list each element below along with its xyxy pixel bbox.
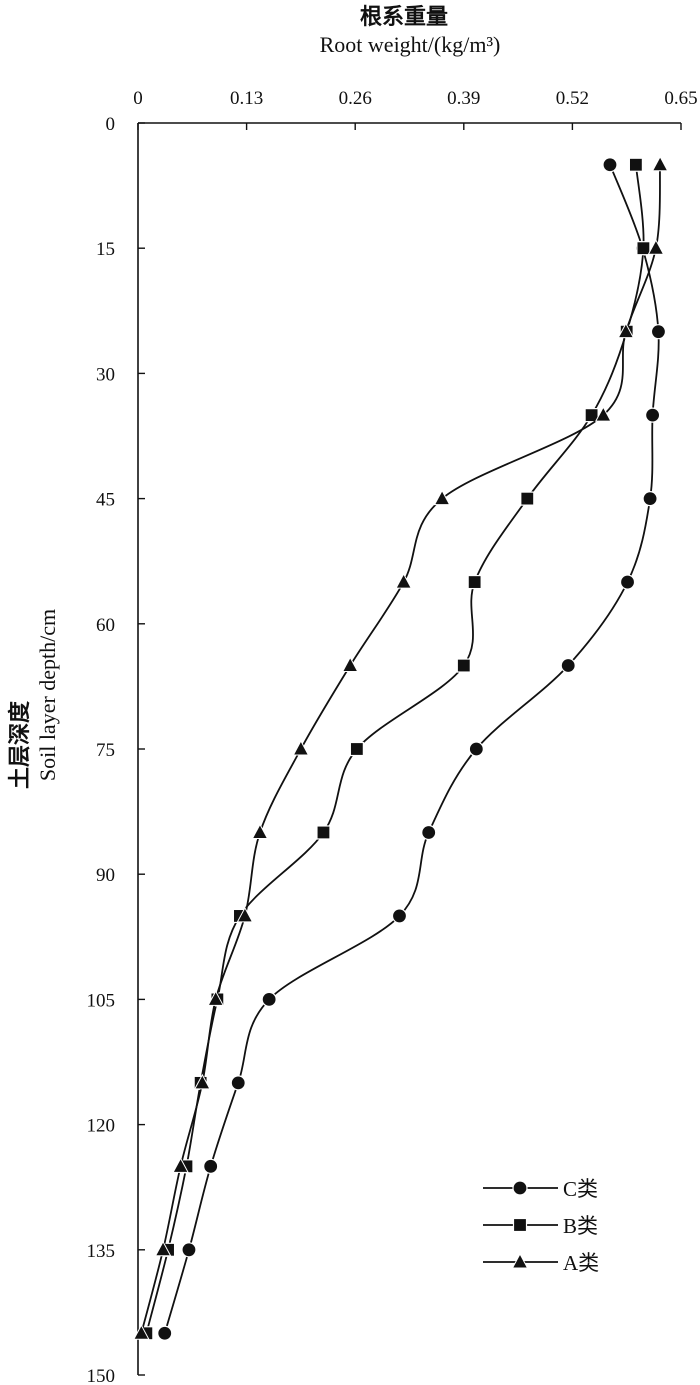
x-tick-label: 0.39 <box>447 88 480 109</box>
y-tick-label: 150 <box>87 1366 116 1385</box>
legend-triangle-icon <box>511 1252 529 1269</box>
axes <box>137 122 681 1375</box>
triangle-point <box>172 1157 189 1173</box>
legend-item: B类 <box>483 1214 598 1238</box>
triangle-point <box>341 656 359 673</box>
y-tick-label: 30 <box>96 364 115 385</box>
x-axis-title-zh: 根系重量 <box>360 4 448 29</box>
x-axis-title-en: Root weight/(kg/m³) <box>320 32 501 57</box>
triangle-point <box>251 823 269 839</box>
circle-point <box>230 1075 246 1091</box>
triangle-point <box>133 1324 150 1340</box>
circle-point <box>468 741 484 757</box>
y-tick-label: 75 <box>96 740 115 761</box>
triangle-point <box>617 322 635 339</box>
square-point <box>584 408 599 423</box>
circle-point <box>642 491 658 507</box>
series-layer <box>133 155 669 1341</box>
series-circle <box>157 157 667 1341</box>
circle-point <box>602 157 618 173</box>
triangle-point <box>433 489 451 506</box>
circle-point <box>391 908 408 924</box>
y-tick-label: 45 <box>96 490 115 511</box>
legend-label: A类 <box>563 1251 599 1275</box>
square-point <box>520 491 535 506</box>
legend-square-icon <box>512 1217 528 1233</box>
circle-point <box>619 574 636 590</box>
triangle-point <box>236 906 254 923</box>
series-line <box>140 164 661 1334</box>
circle-point <box>560 657 576 674</box>
triangle-point <box>292 739 310 756</box>
triangle-point <box>594 406 612 422</box>
square-point <box>636 241 651 256</box>
series-triangle <box>133 155 669 1340</box>
legend: C类 B类 A类 <box>483 1177 599 1275</box>
y-axis-ticks: 0 15 30 45 60 75 90 105 120 135 150 <box>87 114 145 1385</box>
triangle-point <box>651 155 669 172</box>
series-line <box>163 164 660 1334</box>
square-point <box>316 825 331 840</box>
y-axis-title-zh: 土层深度 <box>7 700 32 789</box>
legend-circle-icon <box>512 1180 528 1196</box>
y-tick-label: 0 <box>106 114 116 135</box>
y-tick-label: 135 <box>87 1241 116 1262</box>
y-axis-title-en: Soil layer depth/cm <box>35 609 60 781</box>
circle-point <box>261 991 277 1008</box>
triangle-point <box>193 1073 211 1090</box>
circle-point <box>650 324 667 340</box>
x-axis-ticks: 0 0.13 0.26 0.39 0.52 0.65 <box>133 88 698 130</box>
circle-point <box>421 824 437 841</box>
legend-item: A类 <box>483 1251 599 1275</box>
y-tick-label: 90 <box>96 865 115 886</box>
circle-point <box>157 1325 173 1341</box>
circle-point <box>203 1158 219 1174</box>
y-tick-label: 60 <box>96 615 115 636</box>
square-point <box>628 157 643 172</box>
x-tick-label: 0.13 <box>230 88 263 109</box>
square-point <box>349 741 364 757</box>
x-tick-label: 0 <box>133 88 143 109</box>
x-tick-label: 0.52 <box>556 88 589 109</box>
triangle-point <box>395 573 412 589</box>
square-point <box>456 658 471 673</box>
legend-label: B类 <box>563 1214 598 1238</box>
circle-point <box>181 1242 197 1258</box>
y-tick-label: 105 <box>87 990 116 1011</box>
y-tick-label: 15 <box>96 239 115 260</box>
series-line <box>145 164 645 1334</box>
circle-point <box>644 407 661 423</box>
y-tick-label: 120 <box>87 1116 116 1137</box>
square-point <box>467 574 482 590</box>
x-tick-label: 0.26 <box>339 88 372 109</box>
x-tick-label: 0.65 <box>664 88 697 109</box>
triangle-point <box>207 990 225 1006</box>
triangle-point <box>647 239 665 255</box>
legend-item: C类 <box>483 1177 598 1201</box>
triangle-point <box>154 1240 172 1257</box>
legend-label: C类 <box>563 1177 598 1201</box>
